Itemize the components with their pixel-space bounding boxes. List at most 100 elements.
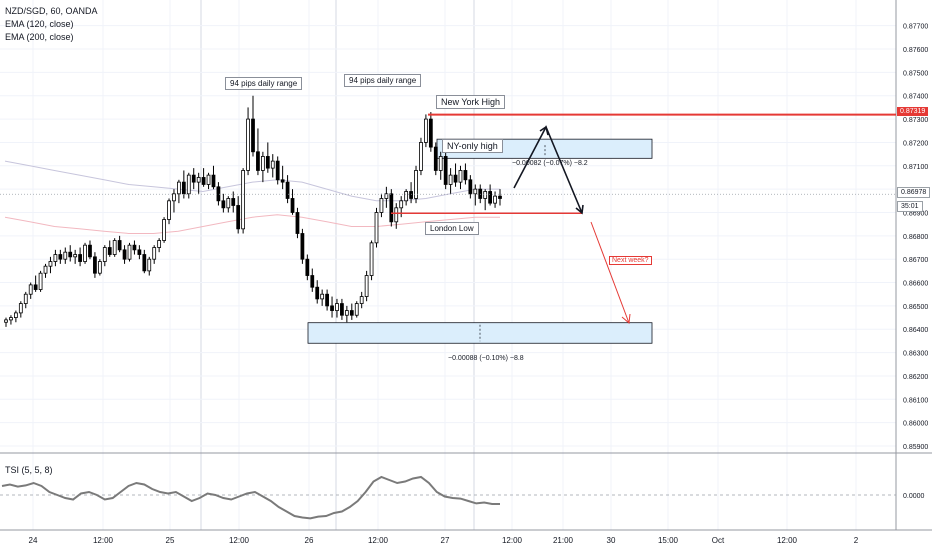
x-tick-label: 15:00 bbox=[658, 536, 679, 545]
candle bbox=[53, 249, 58, 267]
candle-body bbox=[325, 293, 329, 307]
candle-body bbox=[38, 272, 43, 290]
candle-body bbox=[73, 254, 78, 258]
tsi-legend: TSI (5, 5, 8) bbox=[5, 465, 53, 475]
candle-body bbox=[63, 251, 68, 260]
y-tick-label: 0.86100 bbox=[903, 397, 928, 404]
candle bbox=[295, 207, 300, 239]
candle-body bbox=[4, 319, 8, 323]
candle bbox=[463, 163, 468, 185]
candle bbox=[236, 196, 241, 234]
candle-body bbox=[18, 303, 23, 314]
x-tick-label: 21:00 bbox=[553, 536, 574, 545]
candle bbox=[23, 291, 28, 309]
candle-body bbox=[374, 212, 379, 244]
candle bbox=[458, 165, 463, 190]
candle bbox=[389, 189, 394, 227]
candle-body bbox=[201, 177, 206, 185]
current-price-tag: 0.86978 bbox=[897, 187, 931, 198]
candle-body bbox=[433, 146, 438, 171]
candle bbox=[428, 112, 433, 152]
london-low-label[interactable]: London Low bbox=[425, 222, 479, 235]
y-tick-label: 0.87700 bbox=[903, 24, 928, 31]
candle bbox=[453, 163, 458, 187]
measure-lower: −0.00088 (−0.10%) −8.8 bbox=[448, 355, 524, 362]
candle-body bbox=[152, 247, 157, 260]
candle bbox=[409, 182, 413, 204]
projection-arrowhead-up bbox=[539, 125, 549, 136]
candle-body bbox=[147, 258, 152, 272]
candle-body bbox=[78, 254, 82, 262]
candle-body bbox=[409, 191, 413, 199]
candle bbox=[206, 172, 211, 190]
candle bbox=[83, 242, 87, 264]
candle-body bbox=[473, 188, 478, 195]
y-tick-label: 0.87100 bbox=[903, 164, 928, 171]
candle bbox=[256, 128, 260, 176]
daily-range-label-left[interactable]: 94 pips daily range bbox=[225, 77, 303, 90]
candle-body bbox=[354, 303, 359, 316]
candle-body bbox=[335, 303, 339, 311]
candle bbox=[122, 245, 127, 264]
candle-body bbox=[384, 193, 389, 199]
tsi-line bbox=[1, 475, 500, 520]
candle bbox=[191, 168, 196, 190]
candle bbox=[43, 263, 48, 278]
candle-body bbox=[320, 293, 325, 300]
candle-body bbox=[399, 200, 404, 209]
candle bbox=[404, 189, 409, 206]
ema120-line bbox=[4, 160, 500, 202]
x-tick-label: 24 bbox=[29, 536, 38, 545]
countdown-tag: 35:01 bbox=[897, 201, 923, 212]
candle bbox=[433, 142, 438, 176]
ema200-legend: EMA (200, close) bbox=[5, 32, 74, 42]
next-week-label[interactable]: Next week? bbox=[609, 256, 652, 265]
candle bbox=[340, 298, 344, 320]
candle bbox=[13, 310, 18, 323]
candle-body bbox=[246, 118, 250, 171]
candle-body bbox=[349, 310, 354, 316]
candle-body bbox=[478, 188, 483, 199]
candle-body bbox=[162, 219, 166, 241]
candle bbox=[97, 259, 102, 276]
candle-body bbox=[256, 151, 260, 171]
candle-body bbox=[88, 244, 92, 258]
candle-body bbox=[443, 156, 448, 185]
candle-body bbox=[295, 212, 300, 234]
candle-body bbox=[414, 170, 418, 199]
candle bbox=[177, 179, 181, 204]
x-tick-label: 12:00 bbox=[368, 536, 389, 545]
candle bbox=[438, 151, 443, 180]
ny-high-price-tag: 0.87319 bbox=[897, 107, 929, 116]
ny-high-label[interactable]: New York High bbox=[436, 95, 506, 109]
candle-body bbox=[453, 174, 458, 183]
candle bbox=[137, 245, 142, 260]
candle bbox=[483, 189, 488, 211]
candle bbox=[112, 238, 117, 257]
candle bbox=[359, 291, 364, 309]
y-tick-label: 0.86300 bbox=[903, 351, 928, 358]
candle bbox=[102, 245, 107, 267]
x-tick-label: 27 bbox=[441, 536, 450, 545]
candle bbox=[78, 247, 82, 267]
symbol-title: NZD/SGD, 60, OANDA bbox=[5, 6, 98, 16]
x-tick-label: Oct bbox=[712, 536, 725, 545]
candle bbox=[305, 254, 310, 281]
candle-body bbox=[270, 160, 275, 169]
ema120-legend: EMA (120, close) bbox=[5, 19, 74, 29]
candle-body bbox=[265, 156, 270, 169]
candle bbox=[142, 249, 147, 274]
candle-body bbox=[493, 195, 497, 204]
candle-body bbox=[231, 198, 236, 206]
candle-body bbox=[300, 233, 305, 260]
candle-body bbox=[448, 174, 453, 185]
candle bbox=[394, 203, 399, 229]
candle-body bbox=[428, 118, 433, 148]
ny-only-high-label[interactable]: NY-only high bbox=[442, 139, 503, 153]
candle bbox=[364, 270, 369, 302]
daily-range-label-right[interactable]: 94 pips daily range bbox=[344, 74, 422, 87]
y-tick-label: 0.86400 bbox=[903, 327, 928, 334]
candle bbox=[63, 247, 68, 264]
candle-body bbox=[117, 240, 122, 251]
